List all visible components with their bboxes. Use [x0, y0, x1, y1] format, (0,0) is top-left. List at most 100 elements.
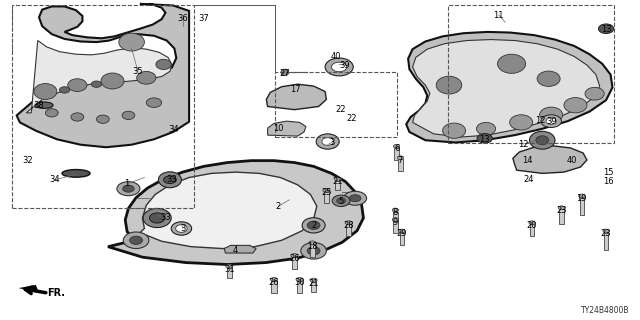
Text: 13: 13 — [479, 135, 490, 144]
Ellipse shape — [147, 98, 162, 108]
Bar — [12, 5, 193, 208]
Text: 15: 15 — [604, 168, 614, 177]
Ellipse shape — [564, 98, 587, 113]
Ellipse shape — [477, 133, 492, 143]
Polygon shape — [310, 244, 315, 257]
Ellipse shape — [172, 222, 191, 235]
Polygon shape — [335, 181, 340, 190]
Ellipse shape — [164, 176, 176, 184]
Text: 14: 14 — [522, 156, 532, 164]
Ellipse shape — [529, 131, 555, 149]
Ellipse shape — [45, 109, 58, 117]
Text: 29: 29 — [397, 229, 407, 238]
Text: 16: 16 — [604, 177, 614, 186]
Text: 11: 11 — [493, 11, 504, 20]
Polygon shape — [406, 32, 612, 142]
Ellipse shape — [598, 24, 614, 34]
Ellipse shape — [397, 156, 404, 160]
Ellipse shape — [34, 84, 57, 100]
Text: 23: 23 — [601, 229, 611, 238]
Ellipse shape — [307, 247, 320, 255]
Polygon shape — [140, 172, 317, 249]
Ellipse shape — [497, 54, 525, 73]
Text: 40: 40 — [331, 52, 341, 61]
Ellipse shape — [301, 243, 326, 259]
Ellipse shape — [130, 236, 143, 244]
Text: 5: 5 — [339, 197, 344, 206]
Ellipse shape — [349, 195, 361, 202]
Ellipse shape — [226, 264, 233, 268]
Text: 10: 10 — [273, 124, 284, 132]
Ellipse shape — [150, 213, 165, 223]
Ellipse shape — [302, 218, 325, 233]
Text: 24: 24 — [523, 175, 533, 184]
Ellipse shape — [71, 113, 84, 121]
Polygon shape — [297, 281, 302, 293]
Text: 6: 6 — [394, 144, 399, 153]
Polygon shape — [394, 148, 399, 160]
Text: FR.: FR. — [47, 288, 65, 298]
Ellipse shape — [558, 206, 564, 210]
Ellipse shape — [345, 221, 352, 225]
Polygon shape — [26, 41, 172, 113]
Text: 34: 34 — [168, 125, 179, 134]
Text: 36: 36 — [177, 14, 188, 23]
Polygon shape — [393, 221, 397, 233]
Ellipse shape — [316, 134, 339, 149]
Ellipse shape — [307, 221, 320, 229]
Text: 25: 25 — [321, 188, 332, 197]
Text: 23: 23 — [556, 206, 566, 215]
Text: 33: 33 — [160, 213, 171, 222]
Text: 27: 27 — [279, 69, 289, 78]
Text: 32: 32 — [22, 156, 33, 164]
Ellipse shape — [159, 172, 181, 188]
Polygon shape — [268, 121, 306, 136]
Ellipse shape — [308, 241, 316, 245]
Text: 35: 35 — [132, 67, 143, 76]
Text: 12: 12 — [518, 140, 529, 148]
Ellipse shape — [392, 218, 399, 221]
Ellipse shape — [537, 71, 560, 86]
Ellipse shape — [540, 107, 563, 123]
Ellipse shape — [332, 195, 350, 206]
Text: 22: 22 — [347, 114, 357, 123]
Text: 20: 20 — [527, 221, 537, 230]
Text: 30: 30 — [294, 278, 305, 287]
Text: 19: 19 — [577, 194, 587, 203]
Ellipse shape — [124, 232, 149, 249]
Text: TY24B4800B: TY24B4800B — [581, 306, 630, 315]
Text: 18: 18 — [307, 242, 317, 251]
Ellipse shape — [119, 33, 145, 51]
Bar — [275, 72, 397, 137]
Ellipse shape — [310, 278, 317, 282]
Text: 3: 3 — [329, 138, 334, 147]
Ellipse shape — [68, 79, 87, 92]
Text: 33: 33 — [166, 175, 177, 184]
Ellipse shape — [281, 69, 289, 76]
Text: 40: 40 — [567, 156, 577, 164]
Text: 3: 3 — [180, 224, 186, 233]
Text: 2: 2 — [311, 221, 316, 230]
Bar — [448, 5, 614, 143]
Text: 17: 17 — [291, 85, 301, 94]
Text: 39: 39 — [546, 117, 557, 126]
Ellipse shape — [325, 58, 353, 76]
Ellipse shape — [322, 138, 333, 145]
Text: 34: 34 — [50, 175, 60, 184]
Text: 31: 31 — [224, 265, 235, 275]
Polygon shape — [393, 212, 397, 224]
Text: 9: 9 — [393, 218, 398, 227]
Text: 4: 4 — [233, 246, 238, 255]
Ellipse shape — [334, 177, 342, 181]
Polygon shape — [559, 209, 564, 224]
Ellipse shape — [101, 73, 124, 89]
Text: 38: 38 — [34, 101, 44, 110]
Ellipse shape — [323, 188, 330, 192]
Ellipse shape — [332, 62, 347, 72]
Ellipse shape — [392, 208, 399, 212]
Ellipse shape — [536, 136, 548, 145]
Ellipse shape — [97, 115, 109, 123]
Text: 12: 12 — [535, 116, 545, 125]
Ellipse shape — [546, 118, 556, 124]
Ellipse shape — [175, 225, 187, 232]
